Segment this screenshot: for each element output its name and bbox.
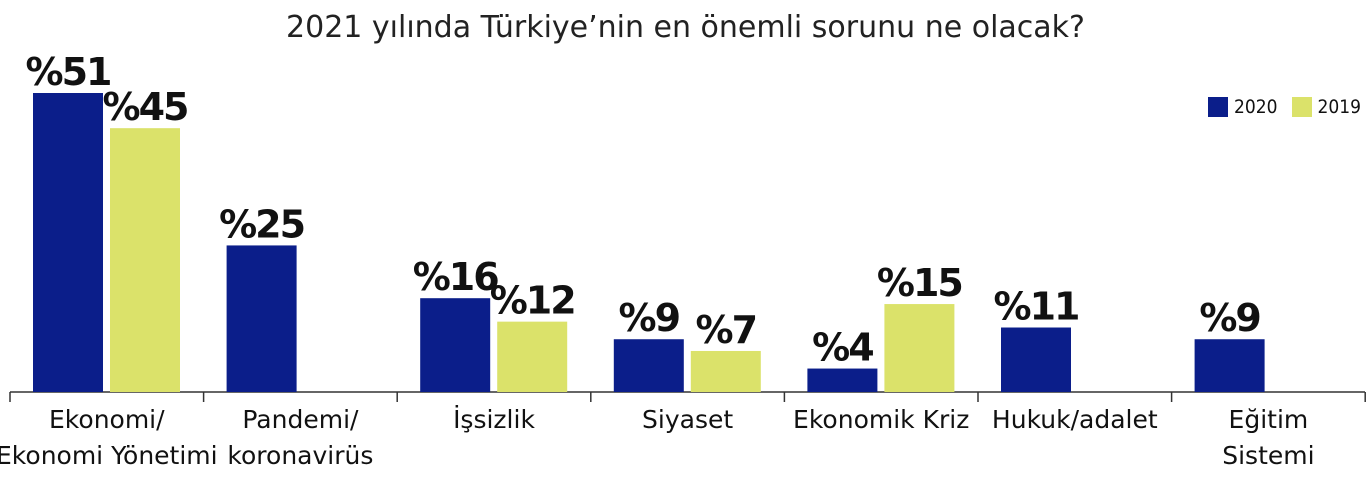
legend-label-2020: 2020 — [1234, 96, 1278, 118]
bar-2019-0 — [110, 128, 180, 393]
bar-2020-2 — [420, 298, 491, 392]
bar-2020-6 — [1194, 339, 1265, 392]
data-label-2020-4: %4 — [812, 326, 873, 370]
legend-item-2020: 2020 — [1208, 96, 1278, 118]
legend-swatch-2020 — [1208, 97, 1228, 117]
category-label-1: Pandemi/ — [242, 405, 359, 434]
bar-2020-0 — [33, 93, 103, 392]
data-label-2019-4: %15 — [877, 261, 962, 305]
data-label-2020-1: %25 — [219, 202, 304, 246]
chart-title: 2021 yılında Türkiye’nin en önemli sorun… — [286, 10, 1085, 45]
data-label-2019-0: %45 — [103, 85, 188, 129]
category-label-3: Siyaset — [642, 405, 733, 434]
data-label-2019-2: %12 — [490, 279, 575, 323]
bar-2020-5 — [1001, 327, 1071, 392]
category-label-0: Ekonomi/ — [49, 405, 165, 434]
legend-label-2019: 2019 — [1317, 96, 1362, 118]
category-label-4: Ekonomik Kriz — [793, 405, 969, 434]
category-label-2: İşsizlik — [453, 405, 535, 434]
bar-2019-2 — [497, 321, 568, 392]
legend-item-2019: 2019 — [1291, 96, 1362, 118]
category-label-6: Sistemi — [1222, 441, 1314, 470]
category-label-6: Eğitim — [1229, 405, 1309, 434]
category-label-5: Hukuk/adalet — [992, 405, 1158, 434]
bar-2020-4 — [807, 368, 878, 392]
data-label-2020-6: %9 — [1199, 296, 1260, 340]
data-label-2020-5: %11 — [994, 285, 1079, 329]
data-label-2020-0: %51 — [26, 50, 111, 94]
bar-2019-4 — [884, 304, 955, 392]
data-label-2020-3: %9 — [619, 296, 680, 340]
data-label-2020-2: %16 — [413, 255, 499, 299]
data-label-2019-3: %7 — [696, 308, 757, 352]
bar-2020-3 — [613, 339, 684, 392]
legend: 2020 2019 — [1202, 96, 1361, 118]
bar-2020-1 — [226, 245, 297, 392]
legend-swatch-2019 — [1291, 97, 1312, 117]
category-label-1: koronavirüs — [227, 441, 373, 470]
bar-2019-3 — [690, 350, 761, 392]
category-label-0: Ekonomi Yönetimi — [0, 441, 218, 470]
